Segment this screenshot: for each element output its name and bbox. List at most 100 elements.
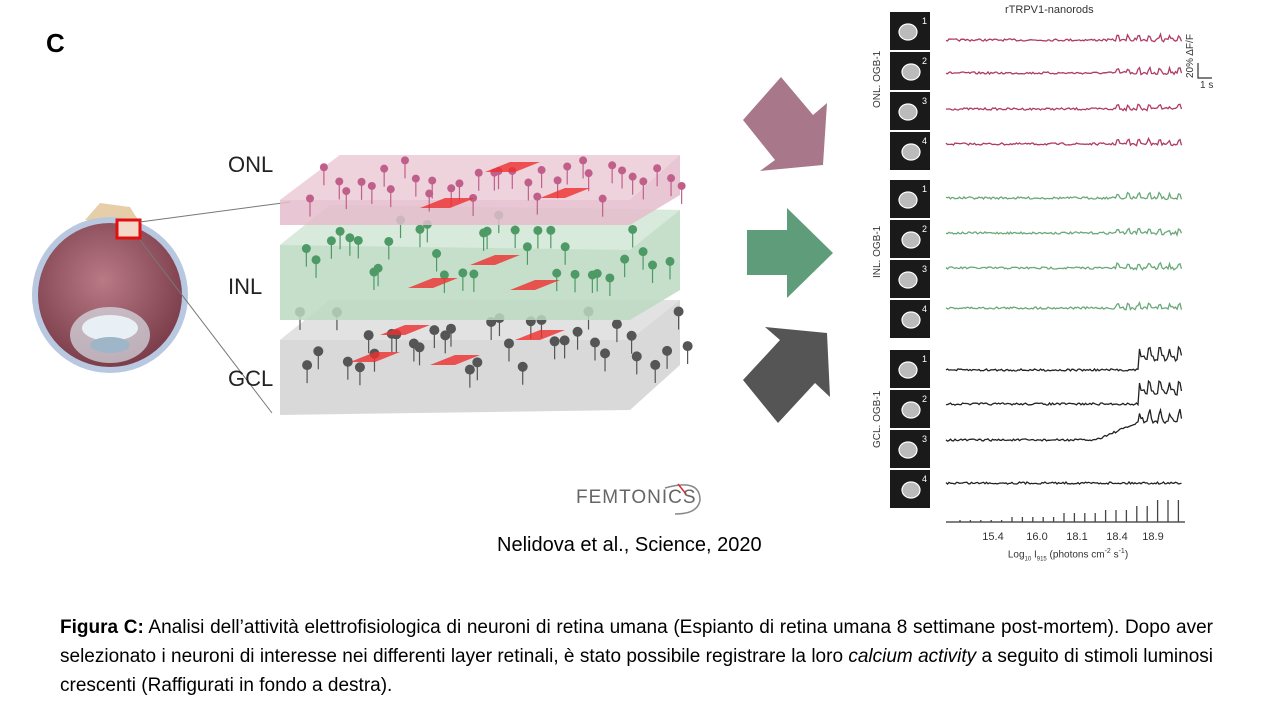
- cell-body: [517, 361, 528, 372]
- cell-body: [474, 168, 483, 177]
- cell-body: [445, 323, 456, 334]
- cell-body: [482, 226, 492, 236]
- cell-body: [357, 177, 366, 186]
- calcium-trace: [945, 300, 1183, 311]
- cell-roi: [901, 311, 921, 329]
- cell-body: [650, 359, 661, 370]
- arrow-onl-icon: [743, 77, 827, 171]
- x-tick: 15.4: [982, 531, 1004, 543]
- cell-body: [447, 184, 456, 193]
- x-tick: 16.0: [1026, 531, 1048, 543]
- xl-7: s: [1110, 549, 1119, 561]
- cell-body: [455, 179, 464, 188]
- cell-body: [631, 351, 642, 362]
- cell-body: [533, 192, 542, 201]
- cell-number: 1: [922, 16, 927, 26]
- cell-body: [639, 177, 648, 186]
- cell-body: [432, 249, 442, 259]
- calcium-trace: [945, 261, 1183, 271]
- scale-y-unit: ΔF/F: [1185, 34, 1196, 56]
- cell-body: [414, 342, 425, 353]
- xl-8: -1: [1118, 548, 1125, 555]
- cell-body: [618, 166, 627, 175]
- xl-4: 915: [1036, 556, 1047, 563]
- scale-bar-x-label: 1 s: [1200, 80, 1214, 91]
- cell-body: [345, 233, 355, 243]
- cell-body: [579, 156, 588, 165]
- cell-number: 4: [922, 136, 927, 146]
- cell-roi: [898, 441, 918, 459]
- calcium-trace: [945, 407, 1183, 442]
- cell-roi: [898, 191, 918, 209]
- cell-body: [306, 194, 315, 203]
- cell-number: 1: [922, 184, 927, 194]
- x-tick: 18.9: [1142, 531, 1164, 543]
- cell-body: [682, 341, 693, 352]
- cell-body: [665, 256, 675, 266]
- cell-body: [353, 235, 363, 245]
- calcium-traces-figure: 1 2 3 4 1 2 3 4 1 2 3 4: [890, 12, 1212, 523]
- cell-body: [440, 330, 451, 341]
- cell-body: [326, 236, 336, 246]
- cell-body: [411, 174, 420, 183]
- cell-roi: [898, 103, 918, 121]
- cell-body: [400, 156, 409, 165]
- cell-body: [469, 269, 479, 279]
- cell-body: [553, 176, 562, 185]
- cell-body: [677, 181, 686, 190]
- cell-roi: [901, 143, 921, 161]
- x-tick: 18.1: [1066, 531, 1088, 543]
- cell-body: [335, 177, 344, 186]
- calcium-trace: [945, 191, 1183, 201]
- cell-roi: [898, 361, 918, 379]
- caption-italic: calcium activity: [848, 646, 977, 667]
- cell-body: [592, 269, 602, 279]
- femtonics-logo: FEMTONICS: [576, 487, 697, 508]
- xl-5: (photons cm: [1046, 549, 1105, 561]
- cell-body: [572, 326, 583, 337]
- cell-body: [354, 362, 365, 373]
- cell-body: [611, 319, 622, 330]
- cell-body: [415, 224, 425, 234]
- cell-body: [560, 242, 570, 252]
- cell-number: 2: [922, 56, 927, 66]
- caption-bold: Figura C:: [60, 617, 144, 638]
- cell-body: [589, 337, 600, 348]
- caption-text-1: Analisi dell’attività elettrofisiologica…: [60, 617, 1214, 667]
- cell-number: 3: [922, 434, 927, 444]
- scale-y-value: 20%: [1185, 57, 1196, 78]
- calcium-trace: [945, 480, 1182, 486]
- cell-body: [425, 189, 434, 198]
- cell-body: [342, 356, 353, 367]
- calcium-trace: [945, 379, 1183, 407]
- cell-body: [464, 364, 475, 375]
- cell-body: [628, 224, 638, 234]
- calcium-trace: [945, 227, 1183, 237]
- xl-1: Log: [1007, 549, 1025, 561]
- xl-2: 10: [1024, 556, 1032, 563]
- cell-number: 2: [922, 394, 927, 404]
- scale-bar: [1197, 63, 1212, 79]
- cell-body: [662, 345, 673, 356]
- caption-text-2: a seguito di stimoli luminosi crescenti …: [60, 646, 1213, 696]
- cell-roi: [901, 63, 921, 81]
- cell-body: [367, 181, 376, 190]
- cell-body: [428, 176, 437, 185]
- cell-body: [549, 336, 560, 347]
- cell-body: [638, 247, 648, 257]
- cell-roi: [898, 271, 918, 289]
- cell-body: [510, 225, 520, 235]
- cell-body: [319, 163, 328, 172]
- cell-body: [620, 254, 630, 264]
- cell-number: 3: [922, 96, 927, 106]
- cell-body: [335, 226, 345, 236]
- cell-roi: [901, 231, 921, 249]
- cell-number: 3: [922, 264, 927, 274]
- cell-body: [472, 357, 483, 368]
- layer-label-inl: INL: [228, 274, 263, 299]
- x-axis-label: Log10 I915 (photons cm-2 s-1): [1008, 548, 1128, 562]
- cell-roi: [901, 401, 921, 419]
- arrow-gcl-icon: [743, 327, 830, 423]
- cell-body: [373, 263, 383, 273]
- cell-number: 4: [922, 304, 927, 314]
